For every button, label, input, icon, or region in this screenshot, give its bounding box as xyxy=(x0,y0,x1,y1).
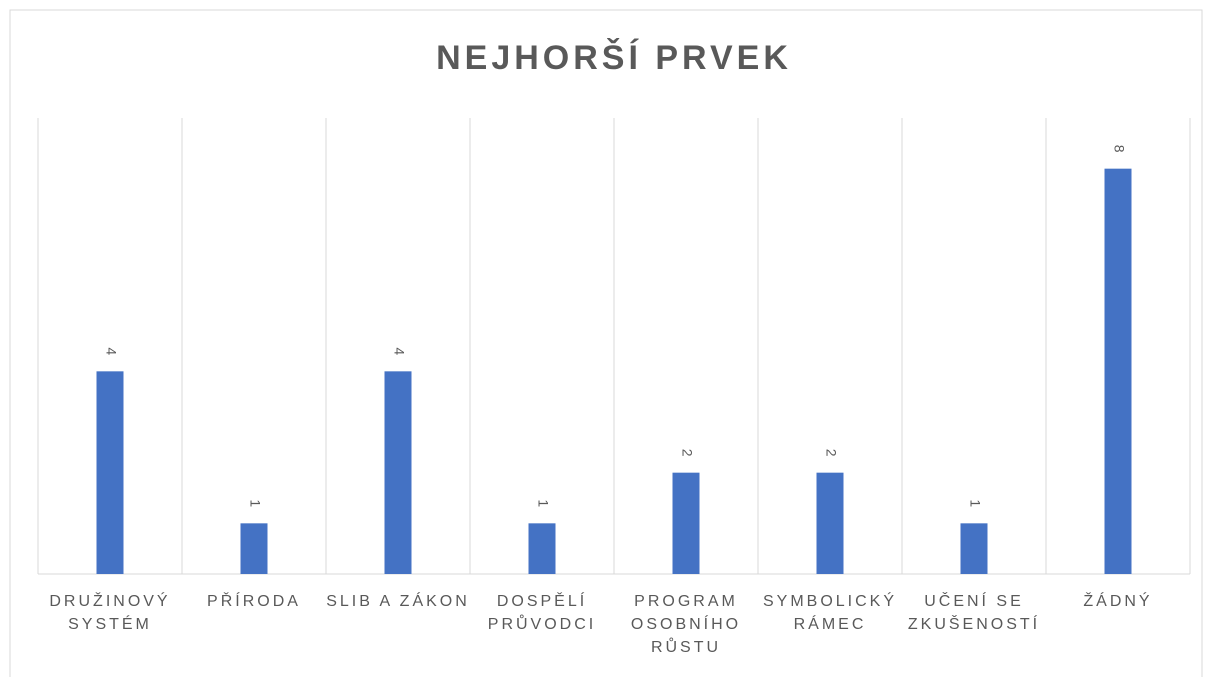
bar xyxy=(384,371,412,574)
chart-title: NEJHORŠÍ PRVEK xyxy=(436,38,792,77)
chart-frame xyxy=(9,9,1203,677)
x-tick-label: DRUŽINOVÝ SYSTÉM xyxy=(49,593,171,633)
x-tick-label: UČENÍ SE ZKUŠENOSTÍ xyxy=(907,593,1041,633)
x-tick-label: PROGRAM OSOBNÍHO RŮSTU xyxy=(630,593,742,656)
bar xyxy=(96,371,124,574)
x-tick-label: PŘÍRODA xyxy=(207,593,301,610)
data-label: 8 xyxy=(1111,145,1127,153)
data-label: 2 xyxy=(823,449,839,457)
bar xyxy=(528,523,556,574)
data-label: 4 xyxy=(391,347,407,355)
data-label: 1 xyxy=(247,499,263,507)
x-tick-label: SLIB A ZÁKON xyxy=(326,593,470,610)
x-tick-label: DOSPĚLÍ PRŮVODCI xyxy=(487,593,597,633)
data-label: 2 xyxy=(679,449,695,457)
x-tick-label: SYMBOLICKÝ RÁMEC xyxy=(762,593,898,633)
data-label: 1 xyxy=(967,499,983,507)
bar xyxy=(960,523,988,574)
bar xyxy=(672,472,700,574)
bar xyxy=(240,523,268,574)
bar xyxy=(816,472,844,574)
x-tick-label: ŽÁDNÝ xyxy=(1083,593,1153,610)
bar xyxy=(1104,168,1132,574)
data-label: 4 xyxy=(103,347,119,355)
data-label: 1 xyxy=(535,499,551,507)
